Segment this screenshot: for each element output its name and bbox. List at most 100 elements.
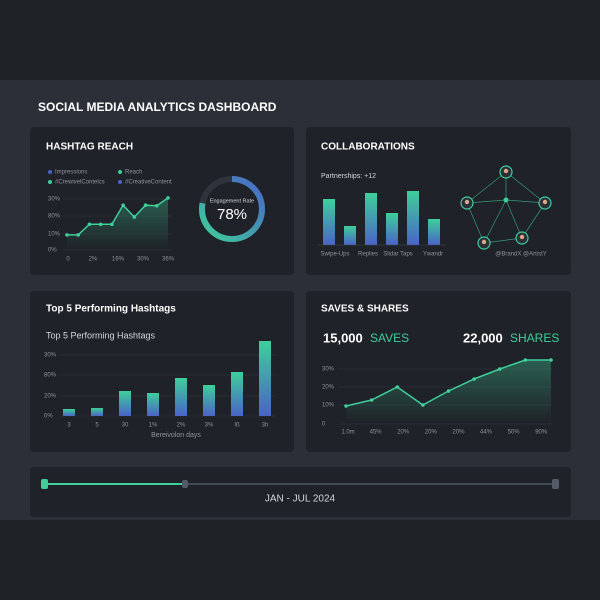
tick-label: 80% [44, 373, 57, 379]
point [154, 203, 159, 208]
legend-dot [48, 170, 52, 174]
panel-title: COLLABORATIONS [321, 142, 415, 153]
legend-dot [118, 170, 122, 174]
point [344, 404, 348, 408]
network-edge [466, 171, 507, 204]
tick-label: 36% [162, 257, 175, 263]
tick-label: 30% [322, 367, 335, 373]
bar [175, 378, 187, 416]
bar [428, 219, 440, 245]
point [76, 233, 81, 237]
legend-label: Impressions [55, 170, 87, 176]
bar [407, 191, 419, 245]
tick-label: 10% [48, 232, 61, 238]
kpi-value: 15,000 [323, 330, 363, 345]
tick-label: 3 [67, 423, 71, 429]
range-handle[interactable] [41, 479, 48, 489]
legend-label: #CrewivelContelcs [55, 180, 105, 186]
tick-label: 0 [66, 257, 70, 263]
tick-label: 1% [149, 423, 158, 429]
network-edge [505, 199, 523, 239]
network-edge [521, 202, 546, 239]
subtitle: Partnerships: +12 [321, 173, 376, 180]
point [87, 222, 92, 227]
point [143, 203, 148, 207]
point [65, 233, 69, 237]
tick-label: Iß [234, 423, 240, 429]
kpi-label: SHARES [510, 331, 559, 345]
avatar [481, 239, 487, 245]
tick-label: Ywandr [423, 252, 443, 258]
area [67, 197, 168, 250]
tick-label: 44% [480, 430, 493, 436]
tick-label: 30 [122, 423, 129, 429]
tick-label: 2% [89, 257, 98, 263]
axis-title: Bereivolon days [151, 432, 201, 439]
point [166, 196, 170, 200]
panel-title: HASHTAG REACH [46, 142, 133, 153]
bar [119, 391, 131, 416]
bar [63, 409, 75, 416]
bar [323, 199, 335, 245]
kpi-label: SAVES [370, 331, 409, 345]
legend-dot [48, 180, 52, 184]
tick-label: 0% [48, 248, 57, 254]
kpi-value: 22,000 [463, 330, 503, 345]
bar [231, 372, 243, 416]
range-end [552, 479, 559, 489]
bar [365, 193, 377, 245]
point [421, 403, 425, 407]
tick-label: 20% [322, 385, 335, 391]
point [369, 398, 374, 402]
bar [203, 385, 215, 416]
point [132, 215, 137, 219]
donut-arc [199, 176, 265, 242]
range-handle[interactable] [182, 480, 188, 488]
timeline-label: JAN - JUL 2024 [265, 494, 336, 505]
avatar [542, 199, 548, 205]
subtitle: Top 5 Performing Hashtags [46, 330, 156, 340]
donut-label: Engagement Rate [210, 198, 254, 204]
page-title: SOCIAL MEDIA ANALYTICS DASHBOARD [38, 100, 277, 114]
network-hub [503, 197, 509, 203]
tick-label: 0 [322, 422, 326, 428]
network-edge [466, 202, 485, 244]
point [523, 358, 528, 362]
tick-label: 5 [95, 423, 99, 429]
line [67, 197, 169, 236]
donut-value: 78% [217, 206, 247, 223]
point [446, 389, 451, 393]
tick-label: Slidar Taps [383, 252, 413, 258]
tick-label: 80% [48, 214, 61, 220]
bar [344, 226, 356, 245]
tick-label: 3h [262, 423, 269, 429]
tick-label: 16% [112, 257, 125, 263]
tick-label: 20% [452, 430, 465, 436]
panel-title: SAVES & SHARES [321, 304, 409, 315]
bar [91, 408, 103, 416]
point [395, 385, 400, 389]
bar [259, 341, 271, 416]
tick-label: Swipe-Ups [320, 252, 349, 258]
point [121, 203, 125, 207]
avatar [464, 199, 470, 205]
bar [147, 393, 159, 416]
point [98, 222, 103, 227]
tick-label: 0% [44, 414, 53, 420]
tick-label: 50% [508, 430, 521, 436]
legend-label: Reach [125, 170, 142, 176]
legend-dot [118, 180, 122, 184]
avatar [503, 168, 509, 174]
panel [30, 467, 571, 517]
network-label: @BrandX @ArtistY [495, 252, 547, 258]
legend-label: #CreativeContent [125, 180, 172, 186]
tick-label: 2% [177, 423, 186, 429]
tick-label: 20% [397, 430, 410, 436]
tick-label: 20% [425, 430, 438, 436]
tick-label: 45% [370, 430, 383, 436]
point [472, 377, 476, 381]
tick-label: 30% [48, 197, 61, 203]
tick-label: 10% [322, 403, 335, 409]
avatar [519, 234, 525, 240]
